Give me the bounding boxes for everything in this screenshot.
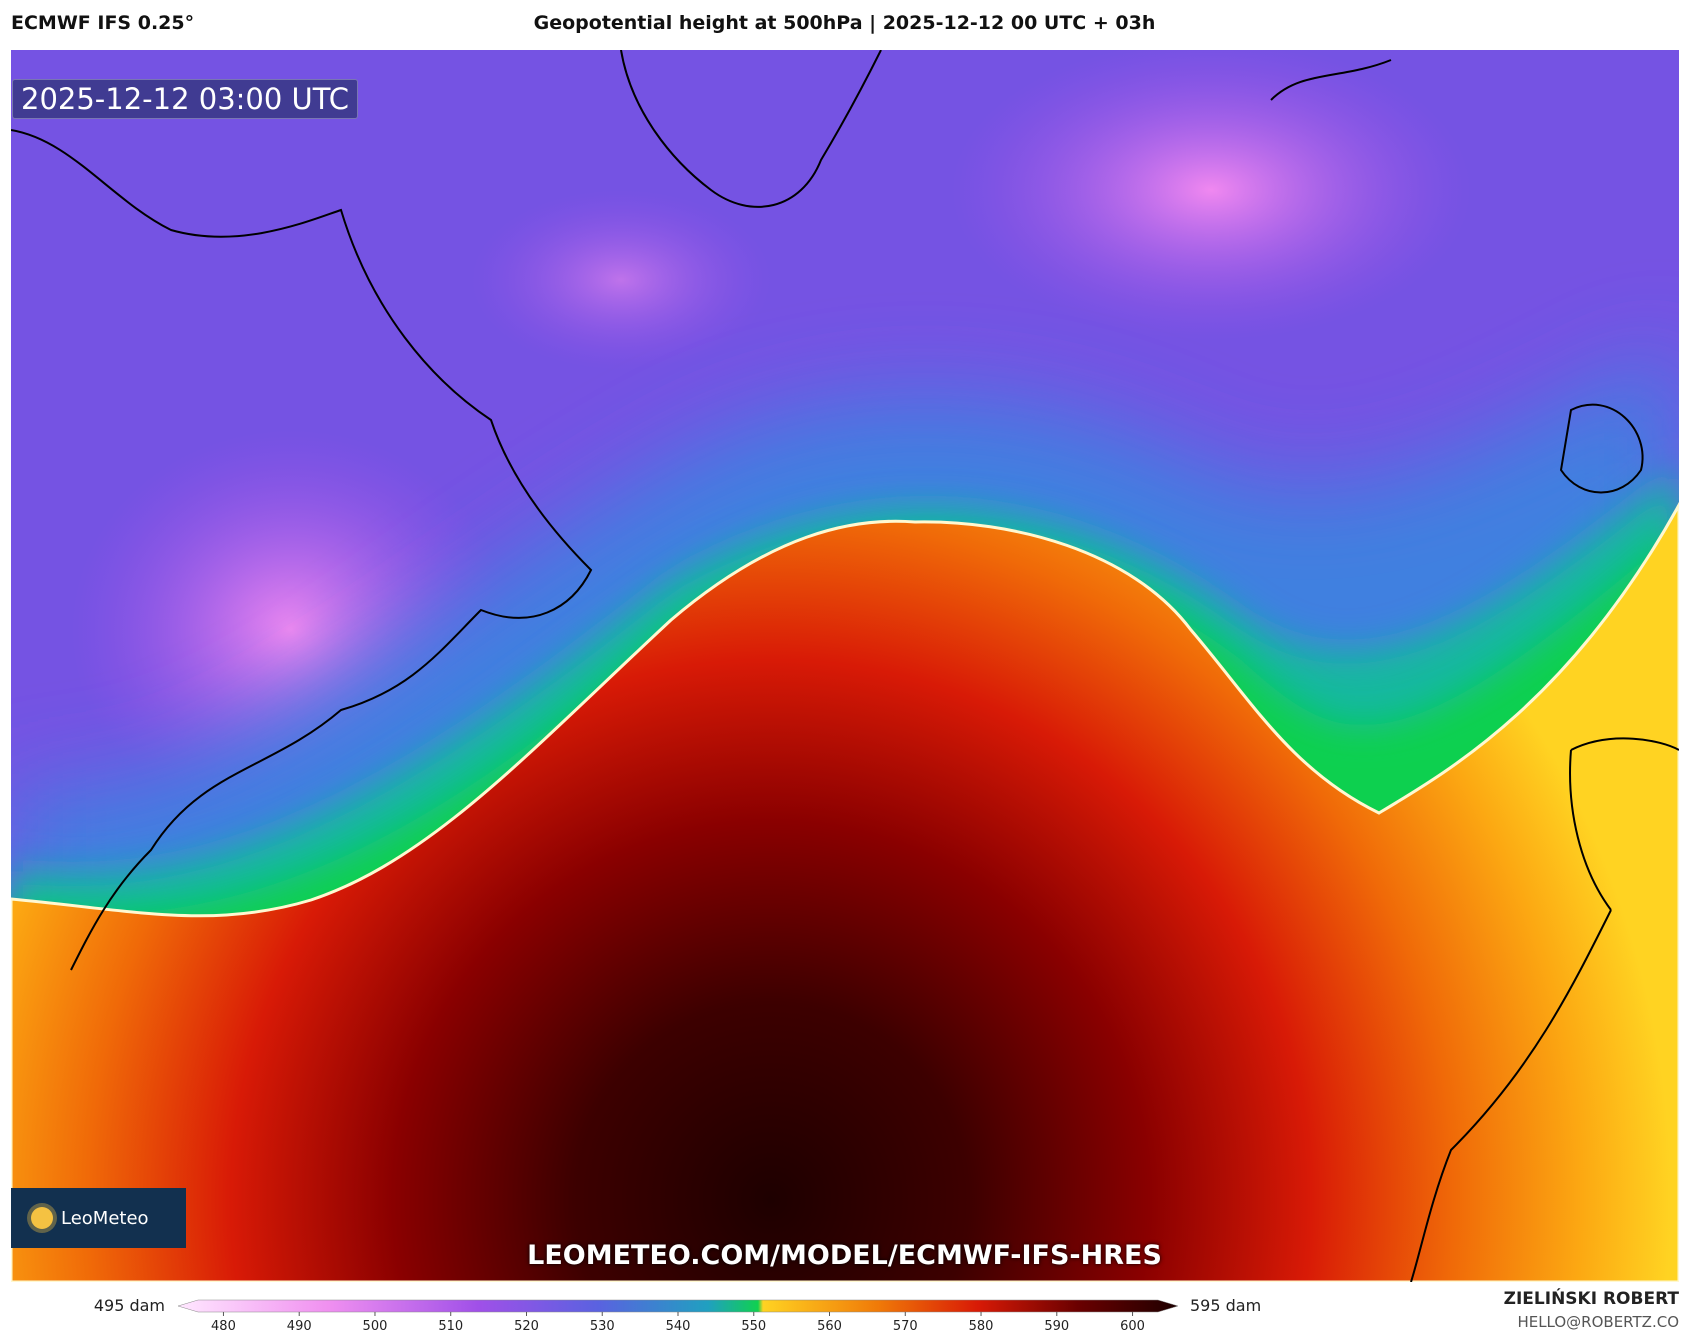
colorbar-tick-label: 500 xyxy=(363,1319,388,1334)
colorbar-tick-label: 510 xyxy=(438,1319,463,1334)
watermark: LEOMETEO.COM/MODEL/ECMWF-IFS-HRES xyxy=(527,1240,1162,1271)
colorbar-tick-label: 530 xyxy=(590,1319,615,1334)
colorbar-min-label: 495 dam xyxy=(94,1296,165,1315)
model-name: ECMWF IFS 0.25° xyxy=(11,12,195,34)
colorbar-tick-label: 600 xyxy=(1120,1319,1145,1334)
colorbar-tick-label: 590 xyxy=(1044,1319,1069,1334)
colorbar-tick-label: 520 xyxy=(514,1319,539,1334)
map-title: Geopotential height at 500hPa | 2025-12-… xyxy=(533,12,1156,34)
map xyxy=(11,50,1679,1282)
colorbar: 495 dam 595 dam 480 490 500 510 520 530 540 550… xyxy=(94,1296,1261,1334)
colorbar-tick-label: 540 xyxy=(666,1319,691,1334)
colorbar-ramp xyxy=(177,1299,1179,1313)
colorbar-tick-label: 480 xyxy=(211,1319,236,1334)
colorbar-tick-label: 560 xyxy=(817,1319,842,1334)
colorbar-tick-label: 550 xyxy=(741,1319,766,1334)
author: ZIELIŃSKI ROBERT xyxy=(1503,1289,1679,1309)
author-email: HELLO@ROBERTZ.CO xyxy=(1517,1313,1679,1331)
colorbar-max-label: 595 dam xyxy=(1190,1296,1261,1315)
valid-time: 2025-12-12 03:00 UTC xyxy=(12,79,359,119)
logo-text: LeoMeteo xyxy=(61,1207,149,1229)
colorbar-tick-label: 580 xyxy=(969,1319,994,1334)
colorbar-tick-label: 570 xyxy=(893,1319,918,1334)
logo: LeoMeteo xyxy=(11,1188,186,1248)
colorbar-tick-label: 490 xyxy=(287,1319,312,1334)
